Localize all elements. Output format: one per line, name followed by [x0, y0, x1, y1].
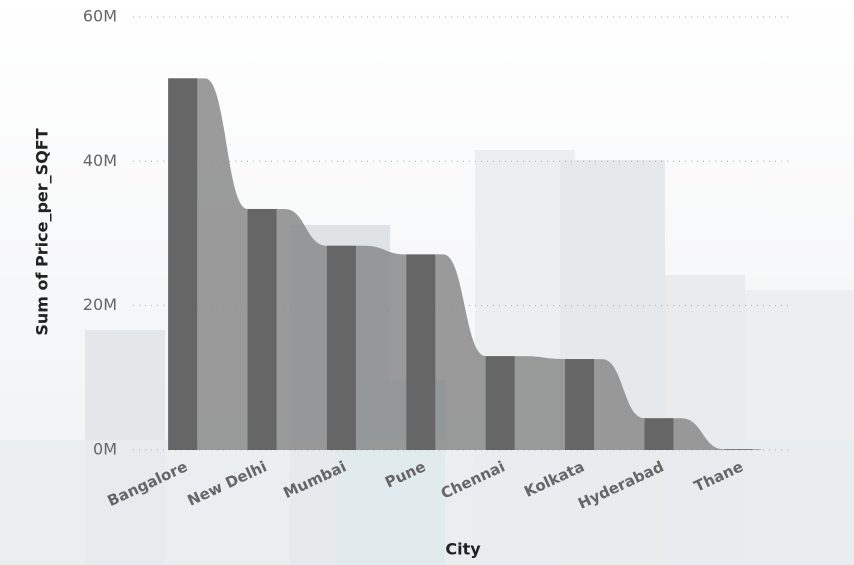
y-axis-title: Sum of Price_per_SQFT — [33, 128, 52, 335]
y-tick-label: 20M — [83, 295, 117, 314]
bar — [168, 78, 198, 450]
bar — [247, 208, 277, 450]
bar — [485, 356, 515, 450]
x-axis-title: City — [445, 540, 481, 559]
bar — [406, 254, 436, 450]
y-tick-label: 0M — [93, 440, 117, 459]
y-tick-label: 40M — [83, 151, 117, 170]
bar — [644, 418, 674, 450]
bar — [723, 449, 753, 450]
ribbon — [168, 78, 761, 450]
bar — [326, 245, 356, 450]
y-tick-label: 60M — [83, 7, 117, 26]
bar — [565, 359, 595, 450]
